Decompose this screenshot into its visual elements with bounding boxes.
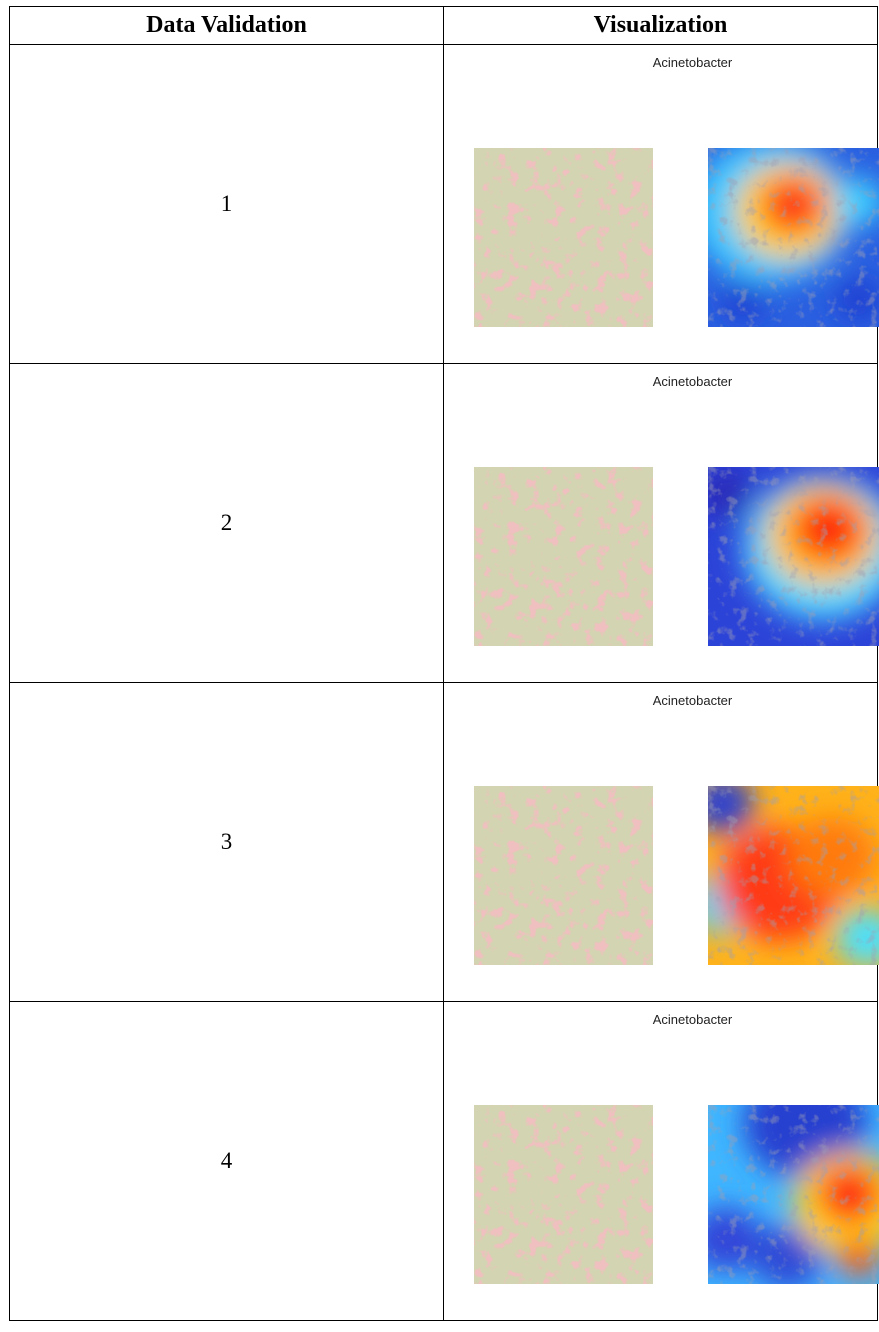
visualization-cell: Acinetobacter10.80.60.40.20 bbox=[443, 1001, 879, 1321]
panel-title: Acinetobacter bbox=[652, 1012, 733, 1027]
table-row: 4Acinetobacter10.80.60.40.20 bbox=[9, 1001, 879, 1321]
visualization-cell: Acinetobacter10.80.60.40.20 bbox=[443, 682, 879, 1002]
row-index: 2 bbox=[9, 363, 444, 683]
visualization-cell: Acinetobacter10.80.60.40.20 bbox=[443, 44, 879, 364]
panel-title: Acinetobacter bbox=[652, 55, 733, 70]
attention-heatmap bbox=[708, 467, 879, 646]
row-index: 4 bbox=[9, 1001, 444, 1321]
table-row: 1Acinetobacter10.80.60.40.20 bbox=[9, 44, 879, 364]
header-data-validation: Data Validation bbox=[9, 6, 444, 45]
table-row: 3Acinetobacter10.80.60.40.20 bbox=[9, 682, 879, 1002]
tissue-image bbox=[474, 1105, 653, 1284]
tissue-image bbox=[474, 786, 653, 965]
row-index: 1 bbox=[9, 44, 444, 364]
visualization-panel: Acinetobacter10.80.60.40.20 bbox=[444, 45, 879, 363]
visualization-cell: Acinetobacter10.80.60.40.20 bbox=[443, 363, 879, 683]
panel-title: Acinetobacter bbox=[652, 374, 733, 389]
validation-table: Data Validation Visualization 1 Acinetoba… bbox=[9, 6, 879, 1321]
attention-heatmap bbox=[708, 786, 879, 965]
header-visualization: Visualization bbox=[443, 6, 878, 45]
attention-heatmap bbox=[708, 1105, 879, 1284]
visualization-panel: Acinetobacter10.80.60.40.20 bbox=[444, 364, 879, 682]
attention-heatmap bbox=[708, 148, 879, 327]
panel-title: Acinetobacter bbox=[652, 693, 733, 708]
tissue-image bbox=[474, 148, 653, 327]
header-row: Data Validation Visualization bbox=[9, 6, 878, 45]
visualization-panel: Acinetobacter10.80.60.40.20 bbox=[444, 1002, 879, 1320]
table-row: 2Acinetobacter10.80.60.40.20 bbox=[9, 363, 879, 683]
visualization-panel: Acinetobacter10.80.60.40.20 bbox=[444, 683, 879, 1001]
tissue-image bbox=[474, 467, 653, 646]
row-index: 3 bbox=[9, 682, 444, 1002]
